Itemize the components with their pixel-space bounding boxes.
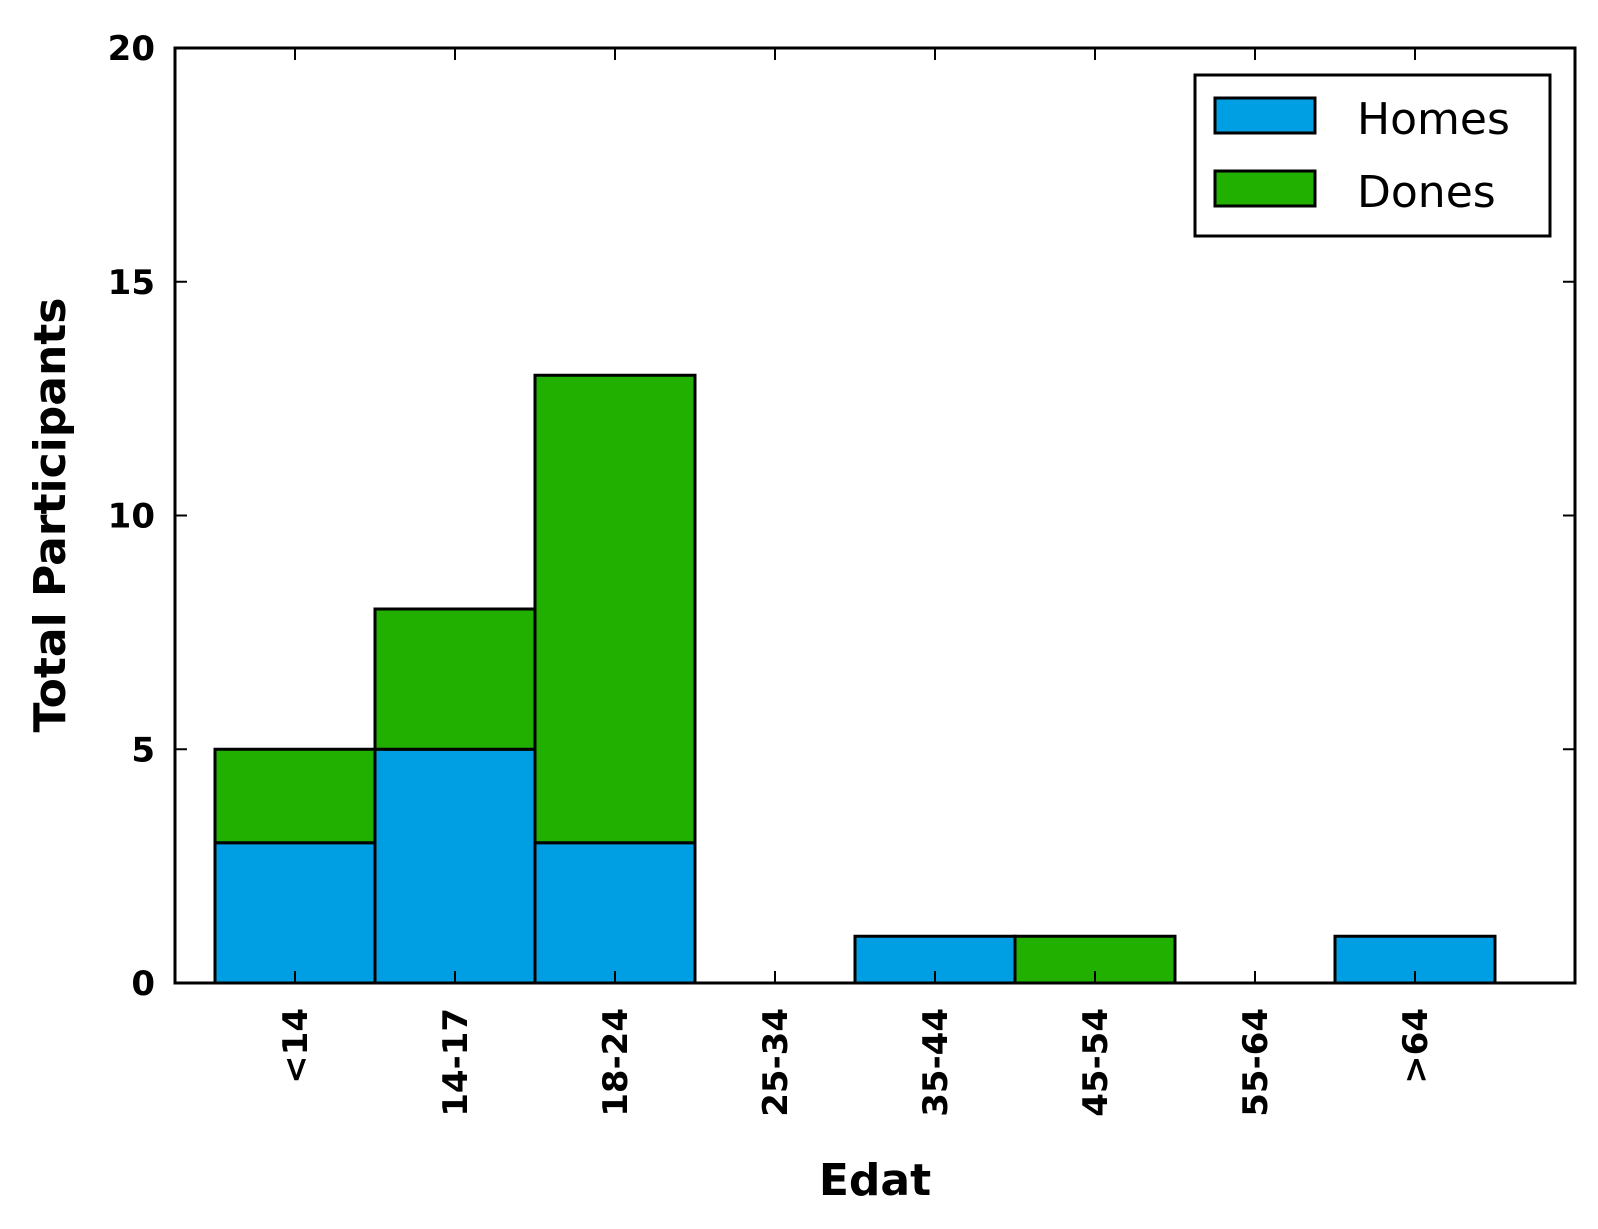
bar-dones-1 bbox=[373, 607, 537, 751]
x-tick-label: 35-44 bbox=[916, 1008, 956, 1117]
legend: Homes Dones bbox=[1193, 73, 1552, 238]
y-tick-label: 20 bbox=[108, 29, 155, 69]
legend-label-dones: Dones bbox=[1357, 167, 1496, 218]
x-tick-label: 45-54 bbox=[1076, 1008, 1116, 1117]
x-axis-label: Edat bbox=[819, 1155, 931, 1206]
plot-frame bbox=[173, 46, 1577, 985]
y-tick-label: 15 bbox=[108, 263, 155, 303]
y-tick-label: 10 bbox=[108, 497, 155, 537]
bar-homes-0 bbox=[213, 841, 377, 985]
x-tick-label: 14-17 bbox=[436, 1008, 476, 1117]
bar-dones-0 bbox=[213, 747, 377, 845]
x-tick-label: <14 bbox=[276, 1008, 316, 1084]
legend-swatch-homes bbox=[1213, 96, 1317, 135]
legend-label-homes: Homes bbox=[1357, 94, 1510, 145]
x-tick-label: 18-24 bbox=[596, 1008, 636, 1117]
x-tick-label: 55-64 bbox=[1236, 1008, 1276, 1117]
bar-homes-2 bbox=[533, 841, 697, 985]
y-tick-label: 0 bbox=[131, 964, 155, 1004]
legend-swatch-dones bbox=[1213, 169, 1317, 208]
x-tick-label: >64 bbox=[1396, 1008, 1436, 1084]
bars-layer bbox=[213, 373, 1497, 985]
bar-homes-1 bbox=[373, 747, 537, 985]
x-tick-label: 25-34 bbox=[756, 1008, 796, 1117]
ticks-layer: <14 14-17 18-24 25-34 35-44 45-54 55-64 >64 0 5 10… bbox=[108, 29, 1575, 1117]
y-tick-label: 5 bbox=[131, 730, 155, 770]
bar-dones-2 bbox=[533, 373, 697, 845]
y-axis-label: Total Participants bbox=[25, 298, 76, 733]
